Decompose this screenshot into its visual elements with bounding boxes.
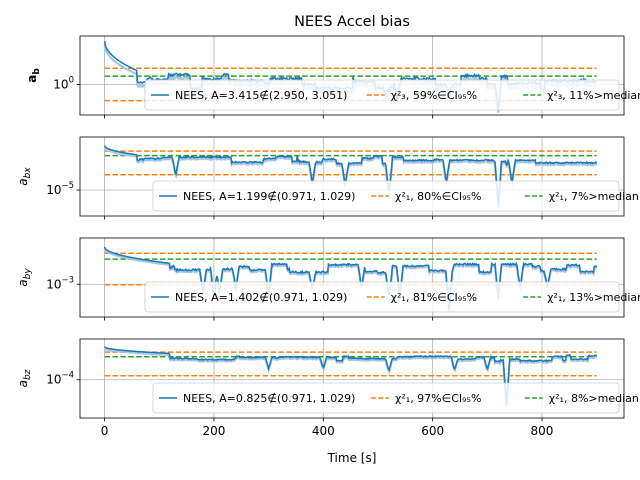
y-tick-label: 10−5 [46, 181, 74, 197]
axes-frame [79, 35, 625, 116]
nees-series-line [104, 346, 598, 406]
x-tick-label: 200 [202, 424, 225, 438]
x-tick-label: 400 [312, 424, 335, 438]
plot-area [103, 346, 598, 408]
nees-series-line [103, 145, 598, 207]
legend: NEES, A=3.415∉(2.950, 3.051) χ²₃, 59%∈CI₉… [144, 79, 640, 111]
legend-label-median: χ²₁, 13%>median [547, 291, 640, 304]
legend-label-median: χ²₁, 7%>median [549, 190, 639, 203]
axes-frame [79, 136, 625, 217]
legend-label-median: χ²₁, 8%>median [549, 392, 639, 405]
y-axis-label: ab [25, 68, 42, 83]
panel-4: 0 200 400 600 800 10−4 abz NEES, A=0.825∉(0.971… [16, 338, 639, 438]
legend-label-nees: NEES, A=3.415∉(2.950, 3.051) [175, 89, 347, 102]
panel-3: 10−3 aby NEES, A=1.402∉(0.971, 1.029) χ²₁, … [16, 237, 640, 321]
plot-area [103, 145, 598, 209]
y-tick-label: 10−4 [46, 371, 74, 387]
panel-2: 10−5 abx NEES, A=1.199∉(0.971, 1.029) χ²₁, … [16, 136, 639, 220]
legend: NEES, A=1.402∉(0.971, 1.029) χ²₁, 81%∈CI₉… [144, 281, 640, 313]
legend-label-ci: χ²₁, 81%∈CI₉₅% [391, 291, 477, 304]
chart-panels: 100 ab NEES, A=3.415∉(2.950, 3.051) χ²₃, 59… [16, 35, 640, 438]
legend-label-ci: χ²₁, 80%∈CI₉₅% [395, 190, 481, 203]
nees-band [103, 248, 598, 313]
y-axis-label: abx [16, 167, 33, 186]
x-tick-label: 0 [101, 424, 109, 438]
legend-label-median: χ²₃, 11%>median [547, 89, 640, 102]
y-axis-label: abz [16, 369, 33, 387]
x-tick-label: 800 [531, 424, 554, 438]
legend: NEES, A=0.825∉(0.971, 1.029) χ²₁, 97%∈CI₉… [152, 382, 639, 414]
y-axis-label: aby [16, 268, 33, 287]
y-tick-label: 10−3 [46, 275, 74, 291]
legend-label-nees: NEES, A=1.199∉(0.971, 1.029) [183, 190, 355, 203]
legend-label-nees: NEES, A=0.825∉(0.971, 1.029) [183, 392, 355, 405]
axes-frame [79, 237, 625, 318]
x-tick-label: 600 [421, 424, 444, 438]
x-axis-label: Time [s] [327, 451, 377, 465]
y-tick-label: 100 [53, 76, 74, 92]
nees-series-line [103, 246, 598, 311]
legend-label-ci: χ²₃, 59%∈CI₉₅% [391, 89, 477, 102]
legend-label-nees: NEES, A=1.402∉(0.971, 1.029) [175, 291, 347, 304]
chart-title: NEES Accel bias [294, 14, 410, 30]
legend: NEES, A=1.199∉(0.971, 1.029) χ²₁, 80%∈CI₉… [152, 180, 639, 212]
legend-label-ci: χ²₁, 97%∈CI₉₅% [395, 392, 481, 405]
axes-frame [79, 338, 625, 419]
panel-1: 100 ab NEES, A=3.415∉(2.950, 3.051) χ²₃, 59… [25, 35, 640, 119]
nees-band [103, 347, 598, 408]
